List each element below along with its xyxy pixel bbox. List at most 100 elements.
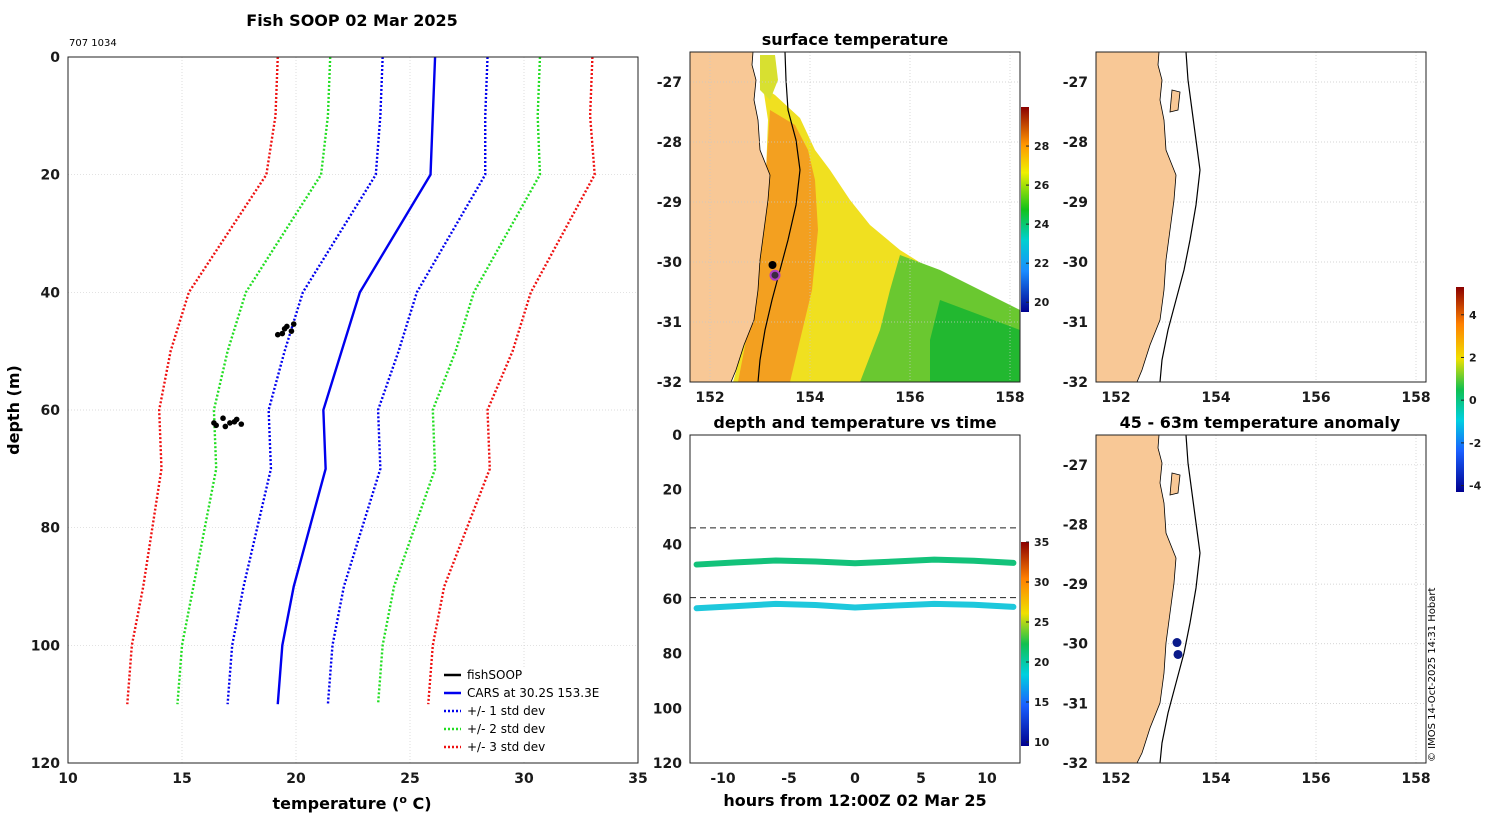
profile-ytick-100: 100 bbox=[31, 638, 60, 654]
anom-ytick--29: -29 bbox=[1063, 577, 1088, 593]
time-cb-tick-25: 25 bbox=[1034, 616, 1049, 629]
time-ytick-100: 100 bbox=[653, 701, 682, 717]
profile-xtick-30: 30 bbox=[514, 771, 534, 787]
anom-content bbox=[1096, 435, 1426, 763]
profile-obs-point-1 bbox=[288, 328, 295, 334]
ur-content bbox=[1096, 52, 1426, 382]
anom-shelf-contour bbox=[1159, 435, 1201, 763]
time-colorbar bbox=[1021, 542, 1029, 746]
ur-xtick-156: 156 bbox=[1301, 390, 1330, 406]
sst-ytick--27: -27 bbox=[657, 75, 682, 91]
profile-obs-point-10 bbox=[238, 421, 245, 427]
profile-ytick-120: 120 bbox=[31, 756, 60, 772]
sst-ytick--28: -28 bbox=[657, 135, 682, 151]
time-cb-tick-30: 30 bbox=[1034, 576, 1050, 589]
time-ytick-120: 120 bbox=[653, 756, 682, 772]
time-series-deep bbox=[693, 600, 1017, 612]
anom-xtick-156: 156 bbox=[1301, 771, 1330, 787]
sst-marker-2 bbox=[769, 269, 781, 281]
sst-axes-box bbox=[689, 51, 1021, 383]
profile-std2-high-line bbox=[376, 56, 542, 705]
time-reference-lines bbox=[690, 527, 1020, 599]
anom-xtick-158: 158 bbox=[1401, 771, 1430, 787]
time-ytick-40: 40 bbox=[663, 537, 683, 553]
sst-ticks: 152 154 156 158 -27 -28 -29 -30 -31 -32 bbox=[657, 75, 1025, 406]
sst-xtick-158: 158 bbox=[995, 390, 1024, 406]
profile-obs-point-2 bbox=[279, 330, 286, 337]
sst-xtick-156: 156 bbox=[895, 390, 924, 406]
anom-cb-tick-4: 4 bbox=[1469, 309, 1477, 322]
sst-gridlines bbox=[690, 52, 1020, 382]
legend-label-obs: fishSOOP bbox=[467, 668, 522, 682]
anom-cb-tick-0: 0 bbox=[1469, 394, 1477, 407]
time-cb-tick-10: 10 bbox=[1034, 736, 1050, 749]
anom-title: 45 - 63m temperature anomaly bbox=[1120, 413, 1401, 432]
sst-title: surface temperature bbox=[762, 30, 949, 49]
time-xtick--5: -5 bbox=[781, 771, 797, 787]
anom-cb-tick--4: -4 bbox=[1469, 480, 1482, 493]
anom-ytick--31: -31 bbox=[1063, 696, 1088, 712]
sst-cb-tick-22: 22 bbox=[1034, 257, 1049, 270]
legend-label-std1: +/- 1 std dev bbox=[467, 704, 545, 718]
anomaly-map: 45 - 63m temperature anomaly 152 154 156 15… bbox=[1063, 287, 1482, 787]
profile-axes-box bbox=[67, 56, 639, 764]
credit-text: © IMOS 14-Oct-2025 14:31 Hobart bbox=[1427, 587, 1438, 762]
ur-xtick-154: 154 bbox=[1201, 390, 1230, 406]
ur-ytick--28: -28 bbox=[1063, 135, 1088, 151]
profile-obs-point-3 bbox=[290, 321, 297, 327]
time-xtick--10: -10 bbox=[710, 771, 736, 787]
anom-colorbar-ticks: -4 -2 0 2 4 bbox=[1461, 309, 1482, 493]
profile-ytick-0: 0 bbox=[50, 50, 60, 66]
anom-xtick-154: 154 bbox=[1201, 771, 1230, 787]
sst-field bbox=[690, 52, 1020, 382]
profile-xtick-35: 35 bbox=[628, 771, 647, 787]
profile-obs-point-5 bbox=[274, 331, 281, 338]
ur-ytick--27: -27 bbox=[1063, 75, 1088, 91]
time-plot-area bbox=[690, 435, 1020, 763]
sst-shelf-contour bbox=[757, 52, 801, 382]
sst-ytick--30: -30 bbox=[657, 255, 683, 271]
profile-cars-line bbox=[276, 56, 437, 705]
profile-xtick-10: 10 bbox=[58, 771, 78, 787]
profile-ytick-20: 20 bbox=[41, 168, 61, 184]
anom-colorbar bbox=[1456, 287, 1464, 492]
time-chart: depth and temperature vs time -10 -5 0 5 100… bbox=[653, 413, 1050, 810]
profile-obs-point-8 bbox=[227, 420, 233, 426]
anom-land bbox=[1096, 435, 1177, 763]
anom-ytick--28: -28 bbox=[1063, 517, 1088, 533]
profile-std1-high-line bbox=[326, 56, 489, 705]
sst-cb-tick-20: 20 bbox=[1034, 296, 1050, 309]
ur-island bbox=[1169, 89, 1181, 113]
profile-lines bbox=[126, 56, 596, 705]
upper-right-map: 152 154 156 158 -27 -28 -29 -30 -31 -32 bbox=[1063, 51, 1431, 406]
sst-map: surface temperature 152 154 156 158 -27 -28 -2… bbox=[657, 30, 1050, 406]
time-series bbox=[693, 556, 1017, 612]
ur-ytick--31: -31 bbox=[1063, 315, 1088, 331]
time-title: depth and temperature vs time bbox=[713, 413, 996, 432]
time-cb-tick-15: 15 bbox=[1034, 696, 1049, 709]
anom-cb-tick--2: -2 bbox=[1469, 437, 1481, 450]
sst-cooler-zone bbox=[930, 300, 1020, 382]
legend-label-std3: +/- 3 std dev bbox=[467, 740, 545, 754]
sst-colorbar-ticks: 20 22 24 26 28 bbox=[1026, 140, 1050, 309]
ur-ytick--30: -30 bbox=[1063, 255, 1089, 271]
ur-ytick--29: -29 bbox=[1063, 195, 1088, 211]
anom-ytick--32: -32 bbox=[1063, 756, 1088, 772]
anom-axes-box bbox=[1095, 434, 1427, 764]
sst-marker-1 bbox=[768, 261, 777, 269]
ur-shelf-contour bbox=[1159, 52, 1201, 382]
anom-ytick--27: -27 bbox=[1063, 458, 1088, 474]
profile-title: Fish SOOP 02 Mar 2025 bbox=[246, 11, 457, 30]
profile-ylabel: depth (m) bbox=[4, 365, 23, 455]
time-series-shallow bbox=[693, 556, 1017, 568]
anom-ticks: 152 154 156 158 -27 -28 -29 -30 -31 -32 bbox=[1063, 458, 1431, 787]
profile-legend: fishSOOP CARS at 30.2S 153.3E +/- 1 std … bbox=[440, 667, 636, 761]
profile-xtick-20: 20 bbox=[286, 771, 306, 787]
profile-xlabel: temperature (o C) bbox=[272, 793, 431, 813]
time-cb-tick-20: 20 bbox=[1034, 656, 1050, 669]
profile-std3-high-line bbox=[427, 56, 596, 705]
anom-marker-2 bbox=[1173, 649, 1183, 659]
sst-xtick-154: 154 bbox=[795, 390, 824, 406]
time-xlabel: hours from 12:00Z 02 Mar 25 bbox=[723, 791, 986, 810]
